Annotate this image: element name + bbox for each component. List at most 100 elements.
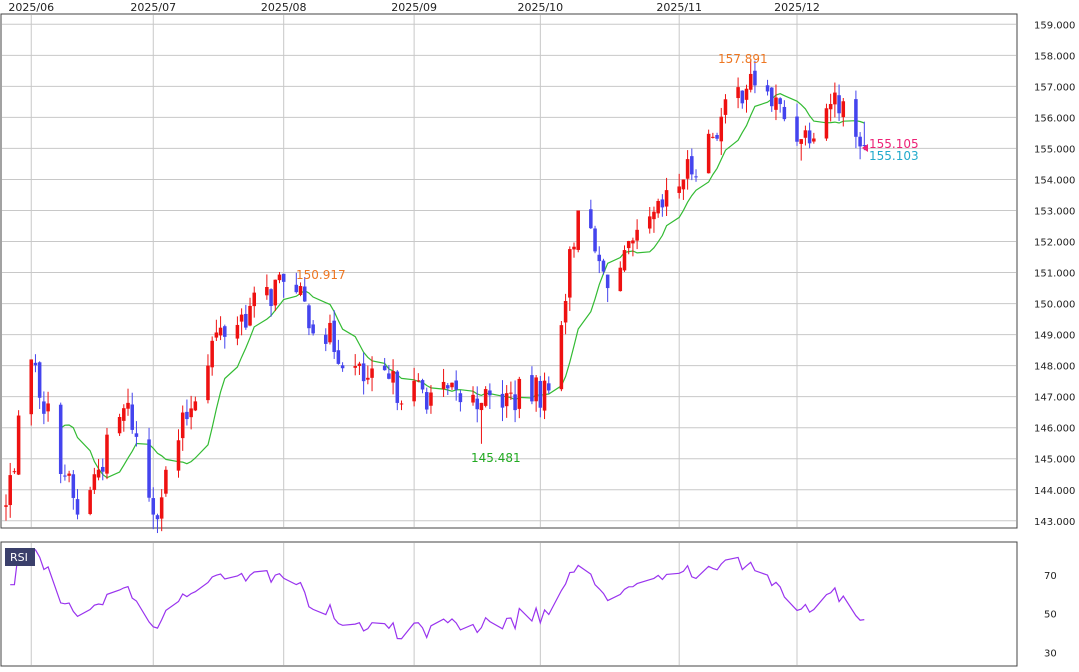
candle [265, 274, 269, 300]
candle [635, 219, 639, 250]
candle [366, 365, 370, 385]
candle [660, 194, 665, 217]
rsi-axis: 70 50 30 [1044, 571, 1057, 659]
candle [774, 84, 778, 121]
candle [647, 207, 652, 234]
candle [332, 310, 336, 359]
candle [534, 374, 538, 412]
candle [824, 103, 829, 141]
price-grid [2, 15, 1016, 527]
candle [441, 368, 446, 397]
price-panel [0, 13, 1018, 529]
candle [218, 316, 223, 341]
price-tick-label: 157.000 [1034, 82, 1075, 93]
last-price-marker-icon [862, 144, 868, 152]
candle [504, 385, 509, 418]
candle [807, 122, 812, 149]
candle [517, 376, 522, 419]
candle [370, 356, 374, 392]
date-tick-label: 2025/06 [8, 1, 54, 14]
candle [130, 392, 134, 434]
annotation-high-nov: 157.891 [718, 52, 768, 66]
candle [328, 314, 332, 345]
annotation-high-jul: 150.917 [296, 268, 346, 282]
candle [416, 373, 421, 383]
candle [134, 421, 139, 447]
candle [589, 199, 593, 229]
candle [736, 77, 740, 109]
candle [302, 277, 307, 302]
candle [744, 84, 749, 113]
moving-average-line [60, 93, 865, 479]
candle [530, 366, 534, 405]
candle [559, 320, 564, 392]
candle [189, 395, 193, 430]
price-tick-label: 148.000 [1034, 362, 1075, 373]
price-tick-label: 159.000 [1034, 20, 1075, 31]
candle [147, 427, 151, 502]
candle [223, 324, 227, 349]
candle [690, 148, 694, 181]
date-axis: 2025/06 2025/07 2025/08 2025/09 2025/10 2025/… [8, 1, 819, 14]
price-tick-label: 147.000 [1034, 393, 1075, 404]
date-tick-label: 2025/08 [261, 1, 307, 14]
date-tick-label: 2025/12 [774, 1, 820, 14]
moving-average-layer [60, 93, 865, 479]
candle [446, 383, 450, 396]
candle [719, 107, 724, 156]
candle [546, 376, 551, 395]
candle [711, 132, 715, 139]
candle [8, 462, 12, 518]
candle [458, 390, 463, 412]
candle [685, 150, 690, 190]
candle [180, 405, 185, 451]
candle [715, 132, 719, 141]
candle [576, 210, 580, 253]
candle [778, 97, 782, 113]
candle [782, 100, 787, 122]
candle [4, 494, 8, 521]
candle [475, 386, 480, 423]
candle [88, 486, 92, 516]
candle [597, 246, 602, 274]
candle [706, 129, 711, 174]
candle [277, 272, 282, 284]
candle [538, 375, 543, 418]
candle [210, 336, 214, 376]
candle [185, 399, 189, 426]
candle [12, 468, 17, 474]
candle [29, 359, 34, 426]
candle [833, 82, 837, 118]
price-tick-label: 153.000 [1034, 206, 1075, 217]
candle [33, 354, 38, 373]
rsi-label: RSI [10, 551, 28, 564]
candle [92, 467, 97, 495]
candle [71, 470, 76, 510]
candle [353, 354, 357, 376]
candle [488, 383, 492, 409]
candle [631, 237, 635, 257]
date-tick-label: 2025/10 [517, 1, 563, 14]
price-tick-label: 152.000 [1034, 238, 1075, 249]
date-tick-label: 2025/11 [656, 1, 702, 14]
candle [16, 410, 21, 476]
candle [37, 361, 42, 409]
candle [395, 370, 400, 411]
candle [626, 240, 631, 255]
date-tick-label: 2025/07 [130, 1, 176, 14]
candle [568, 246, 572, 311]
price-tick-label: 155.000 [1034, 144, 1075, 155]
candle [122, 404, 126, 432]
candle [323, 328, 328, 352]
candle [155, 513, 160, 534]
candle [563, 293, 568, 335]
candle [769, 87, 774, 112]
candle [412, 367, 416, 407]
candle [471, 386, 475, 406]
price-tick-label: 144.000 [1034, 486, 1075, 497]
candle [765, 79, 770, 96]
candle [593, 225, 597, 254]
candle [269, 288, 273, 317]
rsi-tick-label: 70 [1044, 571, 1057, 582]
